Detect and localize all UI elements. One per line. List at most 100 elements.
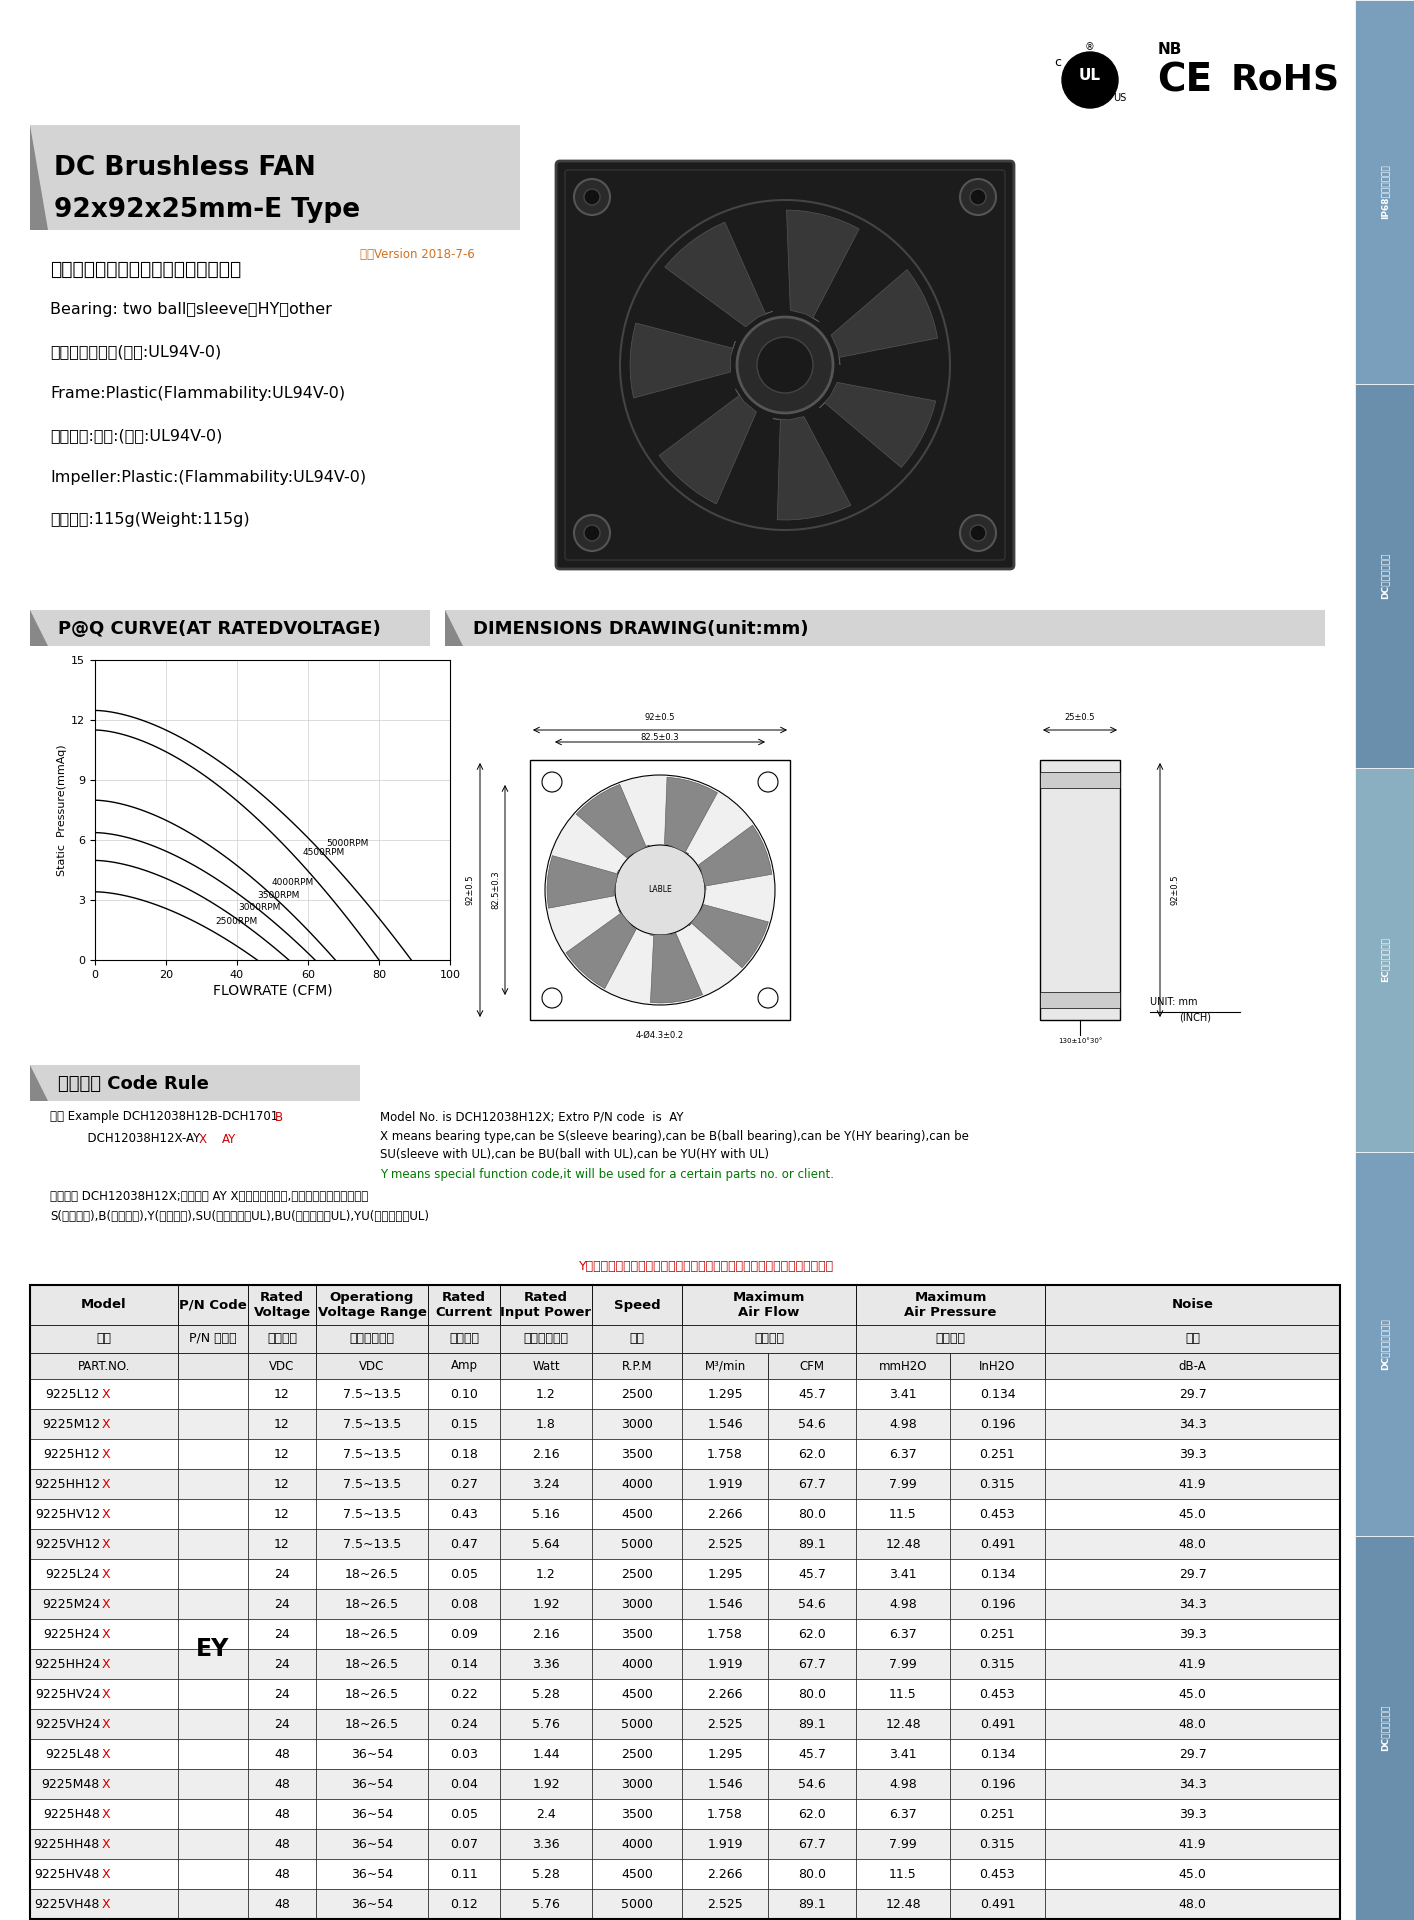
Text: 29.7: 29.7	[1179, 1567, 1206, 1580]
Text: X: X	[102, 1388, 110, 1400]
Bar	[315, 1678, 428, 1709]
Text: P/N 附加码: P/N 附加码	[189, 1332, 236, 1346]
Bar	[178, 1500, 247, 1528]
Bar	[30, 1830, 178, 1859]
Bar	[315, 1889, 428, 1918]
Bar	[768, 1830, 855, 1859]
Bar	[501, 1830, 592, 1859]
Text: 9225VH24: 9225VH24	[35, 1718, 100, 1730]
Text: 92±0.5: 92±0.5	[465, 876, 475, 904]
Text: 48: 48	[274, 1868, 290, 1880]
Bar	[247, 1590, 315, 1619]
Text: 9225L12: 9225L12	[45, 1388, 100, 1400]
Bar	[682, 1830, 768, 1859]
Text: AY: AY	[222, 1133, 236, 1146]
Bar	[501, 1354, 592, 1379]
Text: 12: 12	[274, 1478, 290, 1490]
Bar	[315, 1469, 428, 1500]
Text: 9225L24: 9225L24	[45, 1567, 100, 1580]
Bar	[855, 1559, 950, 1590]
Bar	[1045, 1354, 1340, 1379]
Circle shape	[970, 524, 986, 541]
Text: X: X	[102, 1628, 110, 1640]
Text: 18~26.5: 18~26.5	[345, 1657, 399, 1670]
Text: 2.525: 2.525	[707, 1718, 742, 1730]
Bar	[682, 1528, 768, 1559]
Bar	[501, 1409, 592, 1438]
Text: 型号: 型号	[96, 1332, 112, 1346]
Bar	[592, 1590, 682, 1619]
Bar	[247, 1325, 315, 1354]
Text: 45.0: 45.0	[1178, 1868, 1206, 1880]
Bar	[315, 1379, 428, 1409]
Bar	[247, 1354, 315, 1379]
Bar	[428, 1859, 501, 1889]
Text: 9225L48: 9225L48	[45, 1747, 100, 1761]
Text: 1.92: 1.92	[532, 1778, 560, 1791]
Text: 额定输入功率: 额定输入功率	[523, 1332, 568, 1346]
Bar	[30, 1678, 178, 1709]
Text: 48: 48	[274, 1747, 290, 1761]
Bar	[501, 1768, 592, 1799]
Text: 0.03: 0.03	[450, 1747, 478, 1761]
Text: 工作电压范围: 工作电压范围	[349, 1332, 395, 1346]
Bar	[855, 1469, 950, 1500]
Circle shape	[960, 515, 995, 551]
Text: 0.05: 0.05	[450, 1807, 478, 1820]
Text: 产品型号 DCH12038H12X;附加代码 AY X是一个不确定值,它代表了不同的轴承类型: 产品型号 DCH12038H12X;附加代码 AY X是一个不确定值,它代表了不…	[49, 1190, 368, 1204]
Text: 2.4: 2.4	[536, 1807, 556, 1820]
Text: 18~26.5: 18~26.5	[345, 1567, 399, 1580]
Text: M³/min: M³/min	[704, 1359, 745, 1373]
Text: 12: 12	[274, 1417, 290, 1430]
Circle shape	[737, 317, 833, 413]
Bar	[501, 1284, 592, 1325]
Bar	[501, 1740, 592, 1768]
Bar	[247, 1409, 315, 1438]
Text: 4.98: 4.98	[889, 1778, 916, 1791]
Bar	[1045, 1830, 1340, 1859]
Text: DC突出型风机系列: DC突出型风机系列	[1380, 1319, 1389, 1369]
Text: 3500: 3500	[621, 1628, 653, 1640]
Text: 0.196: 0.196	[980, 1597, 1015, 1611]
Polygon shape	[445, 611, 462, 645]
Text: 1.295: 1.295	[707, 1567, 742, 1580]
Bar	[315, 1768, 428, 1799]
X-axis label: FLOWRATE (CFM): FLOWRATE (CFM)	[212, 983, 332, 998]
Text: 0.251: 0.251	[980, 1807, 1015, 1820]
Text: 3.36: 3.36	[532, 1837, 560, 1851]
Text: X: X	[102, 1538, 110, 1551]
Bar	[178, 1354, 247, 1379]
Circle shape	[584, 524, 600, 541]
Bar	[428, 1590, 501, 1619]
Bar	[315, 1559, 428, 1590]
Text: X: X	[102, 1868, 110, 1880]
Bar	[855, 1799, 950, 1830]
Bar	[428, 1438, 501, 1469]
Text: 9225HH48: 9225HH48	[34, 1837, 100, 1851]
Text: 9225HH24: 9225HH24	[34, 1657, 100, 1670]
Text: X: X	[102, 1417, 110, 1430]
Bar	[592, 1438, 682, 1469]
Bar	[592, 1619, 682, 1649]
Bar	[768, 1859, 855, 1889]
Text: 0.04: 0.04	[450, 1778, 478, 1791]
Bar	[855, 1859, 950, 1889]
Bar	[30, 1066, 361, 1100]
Bar	[768, 1469, 855, 1500]
Text: 34.3: 34.3	[1179, 1597, 1206, 1611]
Bar	[1355, 1152, 1414, 1536]
Bar	[682, 1799, 768, 1830]
Bar	[178, 1590, 247, 1619]
Text: 48.0: 48.0	[1178, 1718, 1206, 1730]
Text: 18~26.5: 18~26.5	[345, 1718, 399, 1730]
Bar	[30, 1379, 178, 1409]
Bar	[501, 1528, 592, 1559]
Text: 2.266: 2.266	[707, 1868, 742, 1880]
Text: 最大风量: 最大风量	[754, 1332, 783, 1346]
Bar	[682, 1409, 768, 1438]
Bar	[768, 1678, 855, 1709]
Bar	[855, 1590, 950, 1619]
Text: 版次Version 2018-7-6: 版次Version 2018-7-6	[361, 248, 475, 261]
Bar	[247, 1859, 315, 1889]
Text: 39.3: 39.3	[1179, 1448, 1206, 1461]
